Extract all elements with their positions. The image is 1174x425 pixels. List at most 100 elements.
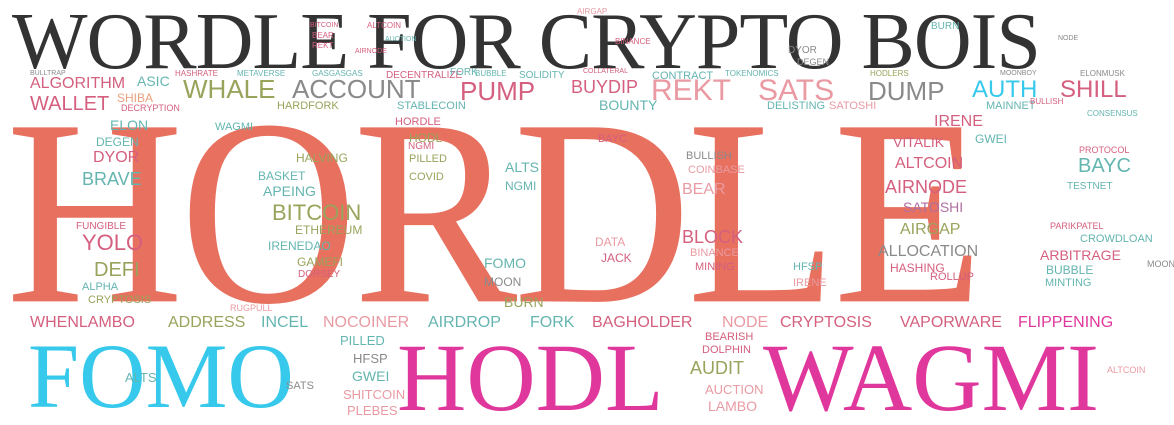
word-basket: BASKET bbox=[258, 169, 306, 183]
word-bitcoin: BITCOIN bbox=[272, 200, 362, 225]
word-hashing: HASHING bbox=[890, 261, 945, 275]
word-binance: BINANCE bbox=[690, 247, 739, 259]
word-jack: JACK bbox=[601, 251, 632, 265]
word-apeing: APEING bbox=[263, 183, 316, 199]
word-contract: CONTRACT bbox=[652, 70, 714, 82]
word-burn-top: BURN bbox=[931, 21, 960, 32]
word-rollup: ROLLUP bbox=[930, 271, 975, 283]
word-hfsp: HFSP bbox=[793, 261, 823, 273]
word-account: ACCOUNT bbox=[292, 74, 421, 104]
word-consensus: CONSENSUS bbox=[1087, 109, 1138, 118]
word-gasgasgas: GASGASGAS bbox=[312, 69, 363, 78]
word-irenedao: IRENEDAO bbox=[268, 239, 331, 253]
word-hashrate: HASHRATE bbox=[175, 69, 218, 78]
word-halving: HALVING bbox=[296, 151, 348, 165]
word-bubble-top: BUBBLE bbox=[475, 69, 507, 78]
word-defi: DEFI bbox=[94, 259, 140, 281]
word-whenlambo: WHENLAMBO bbox=[30, 314, 135, 331]
word-degen: DEGEN bbox=[96, 135, 139, 149]
word-mainnet: MAINNET bbox=[986, 100, 1036, 112]
word-airnode: AIRNODE bbox=[885, 177, 968, 197]
word-bagholder: BAGHOLDER bbox=[592, 314, 693, 331]
word-airdrop: AIRDROP bbox=[428, 314, 501, 331]
word-stablecoin: STABLECOIN bbox=[397, 100, 466, 112]
word-bayc-small: BAYC bbox=[598, 133, 628, 145]
word-rugpull: RUGPULL bbox=[230, 303, 273, 313]
word-vaporware: VAPORWARE bbox=[900, 314, 1002, 331]
word-block: BLOCK bbox=[682, 227, 744, 247]
word-sats: SATS bbox=[758, 74, 835, 107]
word-decentralize: DECENTRALIZE bbox=[386, 70, 463, 81]
word-decryption: DECRYPTION bbox=[121, 103, 180, 113]
word-protocol: PROTOCOL bbox=[1079, 145, 1130, 155]
word-shill: SHILL bbox=[1060, 76, 1127, 103]
word-arbitrage: ARBITRAGE bbox=[1040, 247, 1121, 263]
word-dyor-top: DYOR bbox=[788, 45, 817, 56]
word-dorsey: DORSEY bbox=[298, 269, 341, 280]
word-bear: BEAR bbox=[682, 181, 726, 198]
word-testnet: TESTNET bbox=[1067, 181, 1113, 192]
word-ngmi: NGMI bbox=[505, 179, 537, 193]
word-address: ADDRESS bbox=[168, 314, 246, 331]
word-incel: INCEL bbox=[261, 314, 309, 331]
word-whale: WHALE bbox=[183, 74, 276, 104]
word-node-top: NODE bbox=[1058, 35, 1079, 42]
word-node: NODE bbox=[722, 314, 769, 331]
word-hardfork: HARDFORK bbox=[277, 100, 339, 112]
word-fork: FORK bbox=[530, 314, 575, 331]
word-pilled: PILLED bbox=[409, 153, 447, 165]
word-bayc: BAYC bbox=[1078, 155, 1131, 177]
word-dolphin: DOLPHIN bbox=[702, 344, 751, 356]
hero-word-hodl: HODL bbox=[397, 324, 664, 425]
word-elonmusk: ELONMUSK bbox=[1080, 69, 1125, 78]
word-auction-top: AUCTION bbox=[385, 36, 417, 43]
word-plebes: PLEBES bbox=[347, 403, 398, 418]
word-bounty: BOUNTY bbox=[599, 97, 658, 113]
word-bitcoin-top: BITCOIN bbox=[310, 22, 339, 29]
word-satoshi-small: SATOSHI bbox=[829, 100, 877, 112]
word-pump: PUMP bbox=[460, 76, 536, 106]
word-degen-top: DEGEN bbox=[797, 57, 830, 67]
word-audit: AUDIT bbox=[690, 358, 744, 378]
word-mining: MINING bbox=[695, 261, 735, 273]
word-algorithm: ALGORITHM bbox=[30, 75, 126, 92]
word-wagmi-small: WAGMI bbox=[215, 121, 254, 133]
word-irene-small: IRENE bbox=[793, 277, 827, 289]
word-coinbase: COINBASE bbox=[688, 164, 745, 176]
word-pilled-bottom: PILLED bbox=[340, 333, 385, 348]
word-shitcoin: SHITCOIN bbox=[343, 387, 406, 402]
word-sats-bottom: SATS bbox=[286, 380, 314, 392]
word-vitalik: VITALIK bbox=[893, 134, 945, 150]
word-moonboy: MOONBOY bbox=[1000, 70, 1037, 77]
word-alpha: ALPHA bbox=[82, 281, 119, 293]
word-airgap: AIRGAP bbox=[900, 221, 961, 238]
word-collateral: COLLATERAL bbox=[583, 68, 628, 75]
word-dump: DUMP bbox=[868, 76, 945, 106]
word-buydip: BUYDIP bbox=[571, 77, 639, 97]
word-flippening: FLIPPENING bbox=[1018, 314, 1114, 331]
word-covid: COVID bbox=[409, 171, 444, 183]
word-allocation: ALLOCATION bbox=[878, 243, 979, 260]
word-tokenomics: TOKENOMICS bbox=[725, 69, 779, 78]
word-bulltrap: BULLTRAP bbox=[30, 70, 66, 77]
word-cryptosis-small: CRYPTOSIS bbox=[88, 294, 152, 306]
word-gwei: GWEI bbox=[975, 132, 1007, 146]
word-alts: ALTS bbox=[505, 159, 539, 175]
word-crowdloan: CROWDLOAN bbox=[1080, 233, 1153, 245]
word-alts-bottom: ALTS bbox=[125, 370, 157, 385]
word-hodl-small: HODL bbox=[409, 131, 443, 145]
word-hordle-small: HORDLE bbox=[395, 116, 441, 128]
word-gwei-bottom: GWEI bbox=[352, 368, 390, 384]
word-cloud-title: WORDLE FOR CRYPTO BOIS bbox=[12, 0, 1041, 86]
hero-word-fomo: FOMO bbox=[28, 325, 294, 425]
word-moon: MOON bbox=[484, 275, 522, 289]
word-bubble: BUBBLE bbox=[1046, 263, 1094, 277]
word-bullish-right: BULLISH bbox=[1030, 97, 1064, 106]
word-ethereum: ETHEREUM bbox=[295, 223, 363, 237]
word-altcoin-top: ALTCOIN bbox=[367, 21, 402, 30]
word-satoshi: SATOSHI bbox=[903, 199, 964, 215]
word-delisting: DELISTING bbox=[767, 100, 826, 112]
word-gamefi: GAMEFI bbox=[297, 255, 344, 269]
word-auction: AUCTION bbox=[705, 382, 764, 397]
